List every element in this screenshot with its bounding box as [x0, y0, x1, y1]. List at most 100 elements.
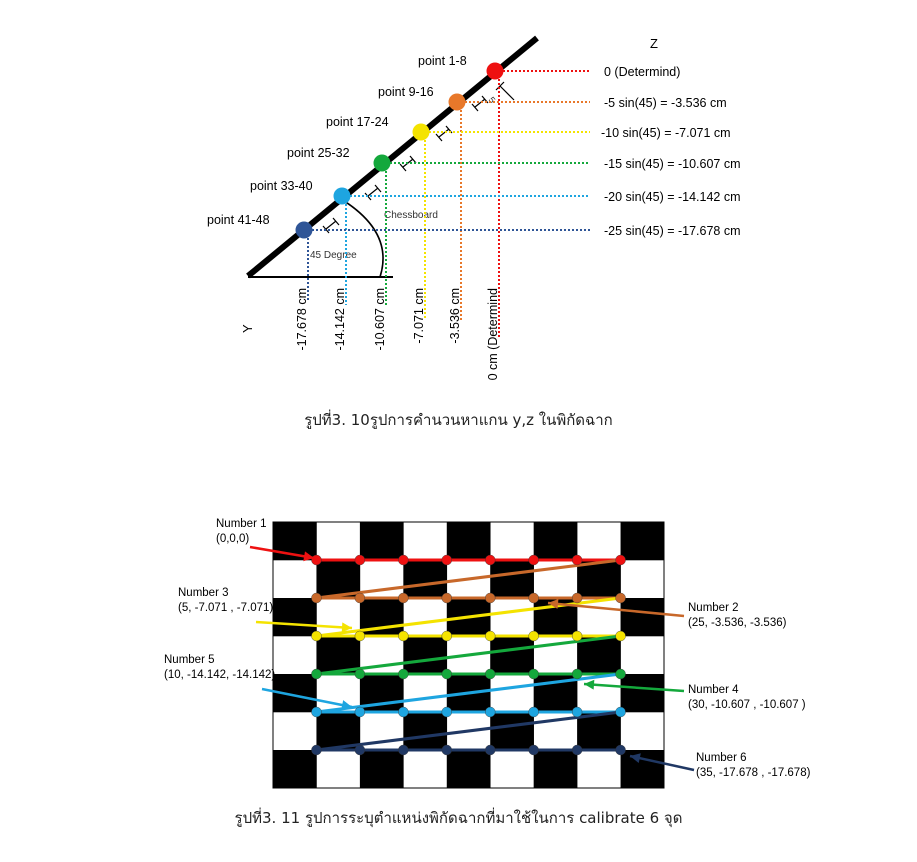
board-square	[577, 712, 621, 751]
y-axis-label: Y	[240, 324, 255, 333]
y-value-label: -14.142 cm	[333, 288, 347, 351]
corner-point	[571, 554, 583, 566]
board-square	[620, 522, 665, 561]
point-label: point 9-16	[378, 85, 434, 99]
calibration-point	[373, 154, 391, 172]
arrow-head	[548, 598, 559, 609]
board-square	[273, 750, 317, 789]
z-value-label: -10 sin(45) = -7.071 cm	[601, 126, 731, 140]
chessboard-label: Chessboard	[384, 210, 438, 221]
corner-point	[571, 744, 583, 756]
corner-point	[485, 592, 496, 604]
calibration-point	[295, 221, 313, 239]
corner-point	[311, 706, 322, 718]
board-square	[533, 522, 578, 561]
corner-point	[528, 744, 539, 756]
z-value-label: -15 sin(45) = -10.607 cm	[604, 157, 741, 171]
corner-point	[441, 554, 452, 566]
board-square	[316, 560, 361, 599]
figure-2-caption: รูปที่3. 11 รูปการระบุตำแหน่งพิกัดฉากที่…	[234, 809, 683, 827]
point-label: point 25-32	[287, 146, 350, 160]
y-value-label: -17.678 cm	[295, 288, 309, 351]
corner-point	[398, 554, 409, 566]
number-label: Number 4	[688, 684, 739, 696]
z-value-label: -25 sin(45) = -17.678 cm	[604, 224, 741, 238]
board-square	[577, 636, 621, 675]
y-value-label: -10.607 cm	[373, 288, 387, 351]
corner-point	[571, 668, 583, 680]
label-arrow	[629, 754, 695, 772]
corner-point	[615, 592, 626, 604]
corner-point	[398, 630, 409, 642]
diagonal-connector	[316, 710, 621, 752]
corner-point	[354, 592, 366, 604]
corner-point	[441, 630, 452, 642]
coordinate-label: (35, -17.678 , -17.678)	[696, 767, 811, 779]
board-square	[446, 750, 491, 789]
corner-point	[615, 630, 626, 642]
board-square	[533, 750, 578, 789]
number-label: Number 1	[216, 518, 267, 530]
corner-point	[398, 706, 409, 718]
inclined-bar	[246, 35, 539, 279]
corner-point	[398, 668, 409, 680]
board-square	[359, 750, 404, 789]
figure-1-caption: รูปที่3. 10รูปการคำนวนหาแกน y,z ในพิกัดฉ…	[304, 411, 613, 429]
label-arrow	[547, 601, 685, 618]
board-square	[273, 598, 317, 637]
diagonal-connector	[316, 634, 621, 676]
corner-point	[485, 554, 496, 566]
number-label: Number 3	[178, 587, 229, 599]
corner-point	[615, 554, 626, 566]
board-square	[403, 636, 448, 675]
calibration-point	[333, 187, 351, 205]
label-arrow	[255, 620, 353, 630]
coordinate-label: (30, -10.607 , -10.607 )	[688, 699, 806, 711]
corner-point	[354, 554, 366, 566]
corner-point	[311, 630, 322, 642]
corner-point	[354, 706, 366, 718]
corner-point	[528, 706, 539, 718]
board-square	[490, 560, 534, 599]
coordinate-label: (5, -7.071 , -7.071)	[178, 602, 273, 614]
board-square	[620, 598, 665, 637]
board-square	[316, 636, 361, 675]
y-value-label: -7.071 cm	[412, 288, 426, 344]
number-label: Number 6	[696, 752, 747, 764]
corner-point	[441, 744, 452, 756]
corner-point	[485, 744, 496, 756]
corner-point	[311, 744, 322, 756]
z-value-label: 0 (Determind)	[604, 65, 680, 79]
angle-arc	[335, 195, 384, 278]
corner-point	[311, 554, 322, 566]
board-square	[403, 712, 448, 751]
label-arrow	[583, 682, 685, 693]
diagonal-connector	[316, 558, 621, 600]
corner-point	[485, 630, 496, 642]
z-value-label: -5 sin(45) = -3.536 cm	[604, 96, 727, 110]
corner-point	[441, 592, 452, 604]
corner-point	[485, 706, 496, 718]
corner-point	[485, 668, 496, 680]
spacing-label: 5	[486, 95, 497, 105]
corner-point	[354, 668, 366, 680]
board-square	[446, 522, 491, 561]
board-square	[316, 712, 361, 751]
point-label: point 1-8	[418, 54, 467, 68]
corner-point	[615, 706, 626, 718]
corner-point	[354, 744, 366, 756]
corner-point	[398, 592, 409, 604]
arrow-head	[584, 679, 595, 690]
board-square	[403, 560, 448, 599]
corner-point	[528, 554, 539, 566]
point-label: point 17-24	[326, 115, 389, 129]
corner-point	[571, 706, 583, 718]
coordinate-label: (0,0,0)	[216, 533, 249, 545]
figure-1-diagram: 5 Chessboard 45 Degree Z Y point 1-8 0 (D…	[207, 35, 741, 380]
y-value-label: 0 cm (Determind	[486, 288, 500, 380]
y-value-label: -3.536 cm	[448, 288, 462, 344]
board-square	[359, 522, 404, 561]
corner-point	[398, 744, 409, 756]
z-axis-label: Z	[650, 36, 658, 51]
corner-point	[571, 630, 583, 642]
